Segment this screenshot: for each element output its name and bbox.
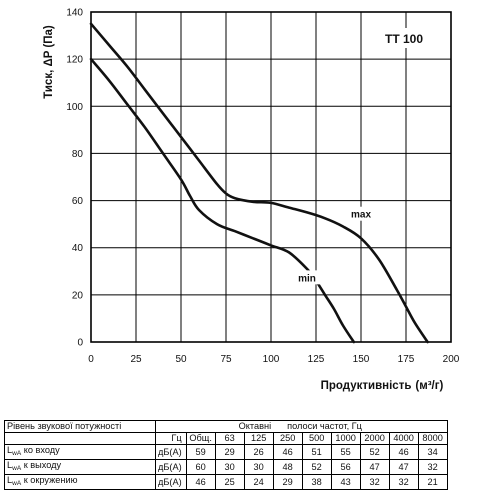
x-tick-label: 125 [308, 354, 325, 365]
header-cell: 1000 [330, 432, 361, 445]
table-row: LwA ко входу дБ(A) 59 29 26 46 51 55 52 … [4, 444, 448, 460]
table-cell: 30 [243, 459, 274, 475]
table-cell: 46 [272, 444, 303, 460]
y-tick-label: 60 [72, 196, 84, 207]
row-label: LwA к окружению [4, 474, 156, 490]
row-label: LwA ко входу [4, 444, 156, 460]
table-cell: 26 [243, 444, 274, 460]
model-label: TT 100 [385, 32, 423, 46]
table-cell: 47 [388, 459, 419, 475]
y-tick-label: 140 [66, 8, 83, 19]
x-tick-labels: 0 25 50 75 100 125 150 175 200 [88, 354, 460, 365]
octave-label: Октавні [155, 420, 274, 433]
x-tick-label: 100 [263, 354, 280, 365]
header-cell: 4000 [388, 432, 419, 445]
y-tick-label: 100 [66, 102, 83, 113]
table-cell: 29 [214, 444, 245, 460]
header-cell: 63 [214, 432, 245, 445]
series-label-min: min [298, 273, 316, 284]
y-tick-label: 40 [72, 243, 84, 254]
series-label-bg-max [346, 206, 376, 221]
table-cell: 32 [417, 459, 448, 475]
table-cell: 38 [301, 474, 332, 490]
y-axis-title: Тиск, ΔP (Па) [43, 25, 55, 99]
model-label-box [378, 28, 430, 48]
x-tick-label: 0 [88, 354, 94, 365]
header-cell: 2000 [359, 432, 390, 445]
header-cell: 125 [243, 432, 274, 445]
y-tick-label: 0 [77, 338, 83, 349]
table-header-empty [4, 432, 156, 445]
x-axis-unit: (м³/г) [415, 380, 443, 392]
x-tick-label: 175 [398, 354, 415, 365]
table-title: Рівень звукової потужності [4, 420, 156, 433]
table-cell: 59 [185, 444, 216, 460]
hz-label: Гц [155, 432, 187, 445]
table-cell: 52 [301, 459, 332, 475]
header-cell: 8000 [417, 432, 448, 445]
row-unit: дБ(A) [155, 459, 187, 475]
table-cell: 34 [417, 444, 448, 460]
table-row: LwA к выходу дБ(A) 60 30 30 48 52 56 47 … [4, 459, 448, 475]
y-tick-label: 80 [72, 149, 84, 160]
table-header-row-1: Рівень звукової потужності Октавні полос… [4, 420, 448, 433]
table-cell: 51 [301, 444, 332, 460]
row-label: LwA к выходу [4, 459, 156, 475]
table-cell: 25 [214, 474, 245, 490]
series-label-max: max [351, 210, 371, 221]
x-tick-label: 25 [130, 354, 142, 365]
table-row: LwA к окружению дБ(A) 46 25 24 29 38 43 … [4, 474, 448, 490]
y-tick-label: 20 [72, 290, 84, 301]
table-cell: 60 [185, 459, 216, 475]
x-tick-label: 200 [443, 354, 460, 365]
row-unit: дБ(A) [155, 444, 187, 460]
table-cell: 55 [330, 444, 361, 460]
table-cell: 43 [330, 474, 361, 490]
table-cell: 29 [272, 474, 303, 490]
table-cell: 30 [214, 459, 245, 475]
table-cell: 24 [243, 474, 274, 490]
x-tick-label: 75 [220, 354, 232, 365]
x-axis-title-text: Продуктивність [321, 380, 412, 392]
series-line-min [89, 57, 356, 344]
table-cell: 32 [359, 474, 390, 490]
sound-power-table: Рівень звукової потужності Октавні полос… [4, 420, 448, 490]
bands-label: полоси частот, Гц [273, 420, 448, 433]
table-cell: 21 [417, 474, 448, 490]
series-line-max [89, 22, 429, 344]
table-cell: 56 [330, 459, 361, 475]
table-cell: 47 [359, 459, 390, 475]
y-tick-labels: 0 20 40 60 80 100 120 140 [66, 8, 83, 349]
x-tick-label: 50 [175, 354, 187, 365]
fan-performance-chart: 0 20 40 60 80 100 120 140 0 25 50 75 100 125 150 175 20… [43, 8, 460, 393]
series-labels: max min [292, 206, 376, 285]
table-cell: 46 [185, 474, 216, 490]
header-cell: 500 [301, 432, 332, 445]
table-cell: 32 [388, 474, 419, 490]
header-cell: Общ. [185, 432, 216, 445]
series-label-bg-min [292, 270, 322, 285]
table-header-row-2: Гц Общ. 63 125 250 500 1000 2000 4000 80… [4, 432, 448, 445]
x-tick-label: 150 [353, 354, 370, 365]
table-cell: 52 [359, 444, 390, 460]
y-tick-label: 120 [66, 55, 83, 66]
plot-frame [90, 11, 452, 343]
table-cell: 46 [388, 444, 419, 460]
grid [90, 11, 452, 343]
table-cell: 48 [272, 459, 303, 475]
x-axis-title: Продуктивність (м³/г) [321, 380, 444, 392]
row-unit: дБ(A) [155, 474, 187, 490]
header-cell: 250 [272, 432, 303, 445]
series-lines [89, 22, 429, 344]
